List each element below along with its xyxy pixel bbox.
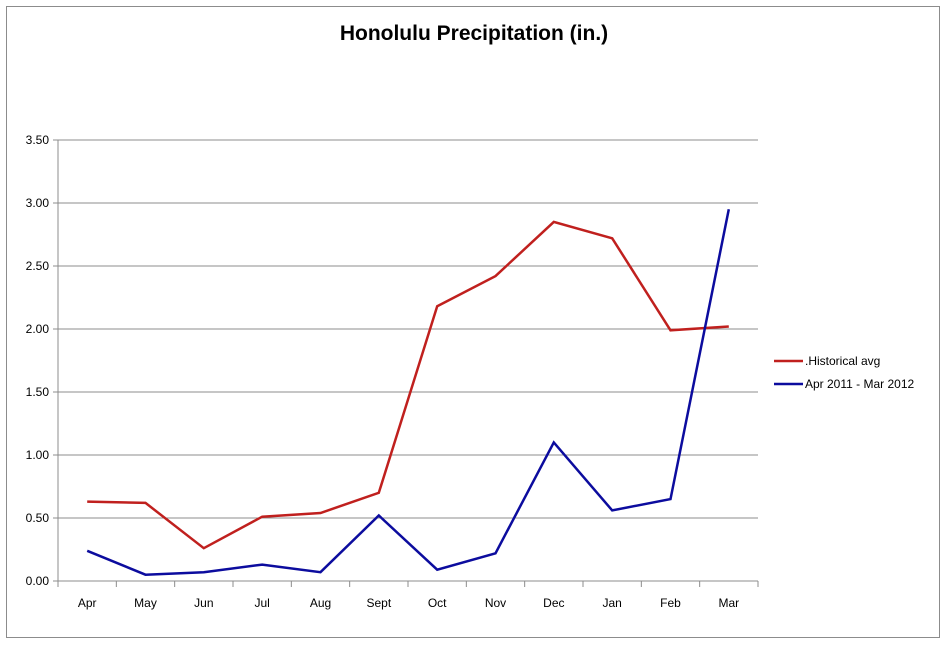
series-lines <box>86 209 731 576</box>
x-tick-label: Jul <box>254 596 269 610</box>
series-line-2 <box>86 209 731 576</box>
x-tick-labels: Apr May Jun Jul Aug Sept Oct Nov Dec Jan Feb Mar <box>78 596 739 610</box>
y-tick-labels: 0.00 0.50 1.00 1.50 2.00 2.50 3.00 3.50 <box>26 133 50 588</box>
x-tick-label: Apr <box>78 596 97 610</box>
y-tick-label: 2.50 <box>26 259 50 273</box>
x-tick-label: Jan <box>602 596 621 610</box>
y-tick-label: 2.00 <box>26 322 50 336</box>
x-tick-label: Mar <box>718 596 739 610</box>
x-tick-label: Oct <box>428 596 447 610</box>
x-tick-label: May <box>134 596 157 610</box>
x-tick-label: Jun <box>194 596 213 610</box>
gridlines <box>58 139 758 519</box>
legend-label: Apr 2011 - Mar 2012 <box>805 377 914 391</box>
y-tick-label: 3.00 <box>26 196 50 210</box>
y-tick-label: 0.50 <box>26 511 50 525</box>
chart-title: Honolulu Precipitation (in.) <box>339 22 609 45</box>
x-tick-label: Dec <box>543 596 564 610</box>
x-tick-label: Feb <box>660 596 681 610</box>
legend-label: .Historical avg <box>805 354 880 368</box>
series-line-1 <box>87 220 729 550</box>
y-tick-label: 1.50 <box>26 385 50 399</box>
chart-frame <box>6 6 940 638</box>
axes <box>53 139 759 587</box>
x-tick-label: Sept <box>366 596 391 610</box>
x-tick-label: Nov <box>485 596 506 610</box>
y-tick-label: 3.50 <box>26 133 50 147</box>
x-tick-label: Aug <box>310 596 331 610</box>
legend: .Historical avg Apr 2011 - Mar 2012 <box>774 354 914 391</box>
y-tick-label: 0.00 <box>26 574 50 588</box>
y-tick-label: 1.00 <box>26 448 50 462</box>
